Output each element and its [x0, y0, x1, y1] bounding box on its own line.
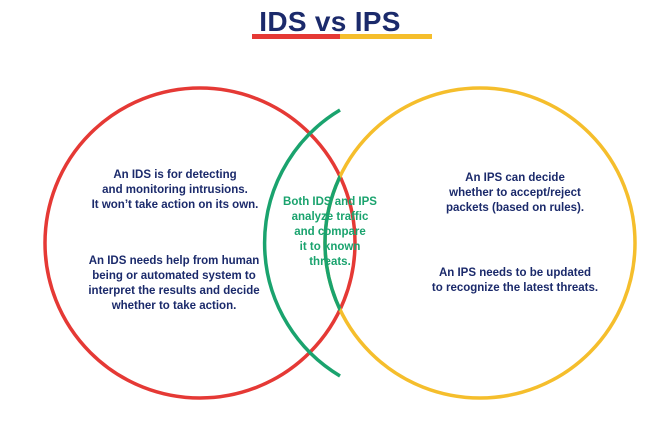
diagram-title: IDS vs IPS [259, 6, 401, 37]
overlap-region [323, 88, 355, 398]
ids-circle [43, 86, 357, 400]
ips-update-note: An IPS needs to be updated to recognize … [431, 267, 599, 294]
ips-description: An IPS can decide whether to accept/reje… [445, 172, 585, 214]
title-underline-yellow [340, 34, 432, 39]
shared-description: Both IDS and IPS analyze traffic and com… [283, 196, 377, 268]
ids-description: An IDS is for detecting and monitoring i… [91, 169, 259, 211]
title-underline-red [252, 34, 340, 39]
overlap-left-arc [262, 108, 341, 378]
ids-help-note: An IDS needs help from human being or au… [88, 255, 260, 312]
